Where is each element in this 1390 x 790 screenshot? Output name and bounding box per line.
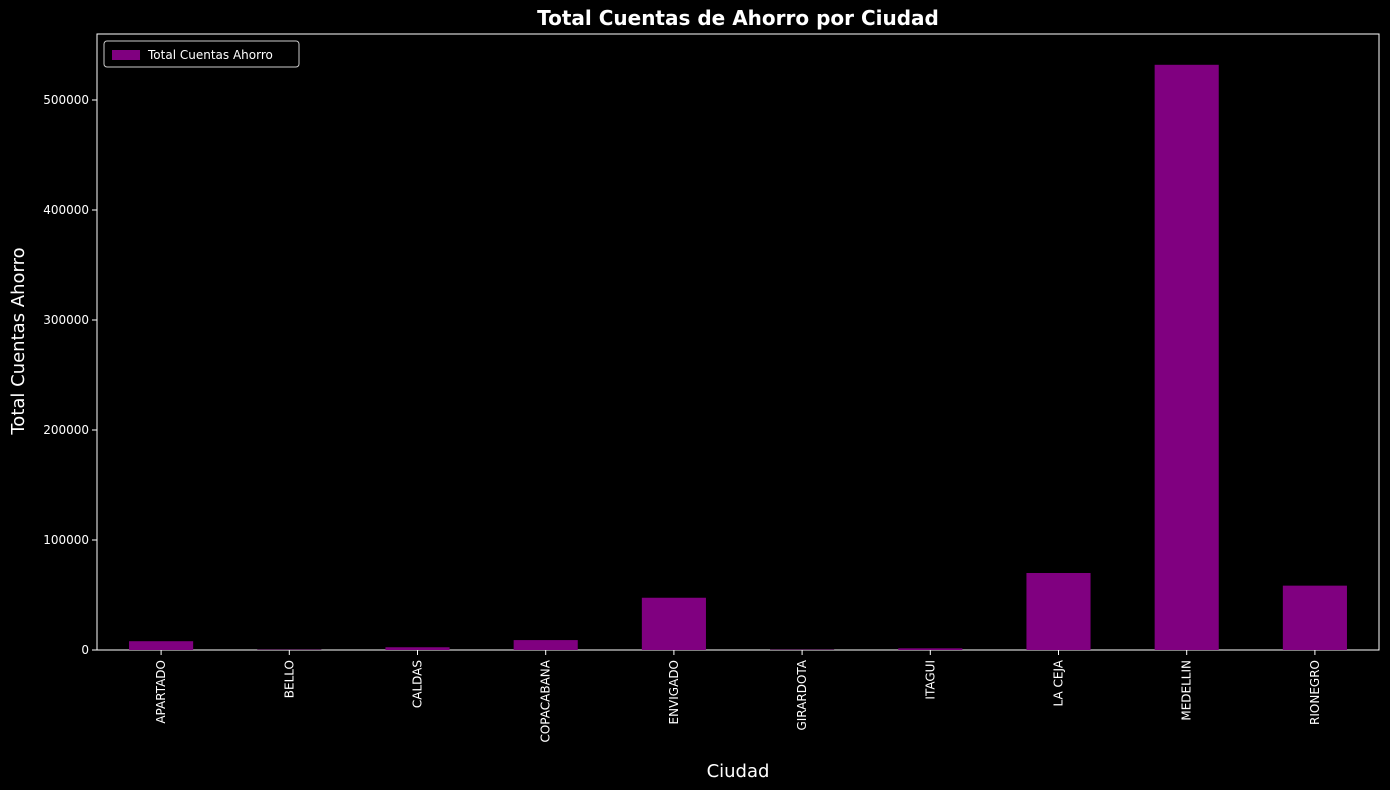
bar-rionegro	[1282, 585, 1347, 650]
legend: Total Cuentas Ahorro	[103, 40, 300, 68]
bar-medellin	[1154, 64, 1219, 651]
bar-caldas	[385, 647, 450, 650]
y-tick-label: 200000	[43, 423, 89, 437]
bars-group	[129, 64, 1347, 651]
legend-label: Total Cuentas Ahorro	[147, 48, 273, 62]
x-tick-label: COPACABANA	[539, 659, 553, 742]
y-tick-label: 300000	[43, 313, 89, 327]
x-axis-label: Ciudad	[707, 761, 770, 782]
legend-swatch	[112, 50, 140, 60]
y-tick-label: 500000	[43, 93, 89, 107]
legend-box	[103, 40, 300, 68]
y-tick-label: 100000	[43, 533, 89, 547]
bar-la-ceja	[1026, 573, 1091, 650]
bar-envigado	[641, 597, 706, 650]
y-tick-label: 400000	[43, 203, 89, 217]
x-tick-label: GIRARDOTA	[795, 659, 809, 730]
bar-itagui	[898, 648, 963, 650]
x-tick-label: ENVIGADO	[667, 660, 681, 725]
x-axis: APARTADO BELLO CALDAS COPACABANA ENVIGADO GIR…	[154, 650, 1322, 743]
y-axis-label: Total Cuentas Ahorro	[8, 247, 29, 435]
x-tick-label: LA CEJA	[1052, 659, 1066, 706]
y-axis: 0 100000 200000 300000 400000 500000	[43, 93, 97, 657]
bar-copacabana	[513, 640, 578, 650]
x-tick-label: ITAGUI	[923, 660, 937, 700]
x-tick-label: RIONEGRO	[1308, 660, 1322, 725]
x-tick-label: BELLO	[282, 660, 296, 698]
x-tick-label: APARTADO	[154, 660, 168, 724]
y-tick-label: 0	[81, 643, 89, 657]
chart-title: Total Cuentas de Ahorro por Ciudad	[537, 6, 939, 30]
x-tick-label: CALDAS	[411, 660, 425, 708]
bar-apartado	[129, 641, 194, 650]
x-tick-label: MEDELLIN	[1180, 660, 1194, 721]
